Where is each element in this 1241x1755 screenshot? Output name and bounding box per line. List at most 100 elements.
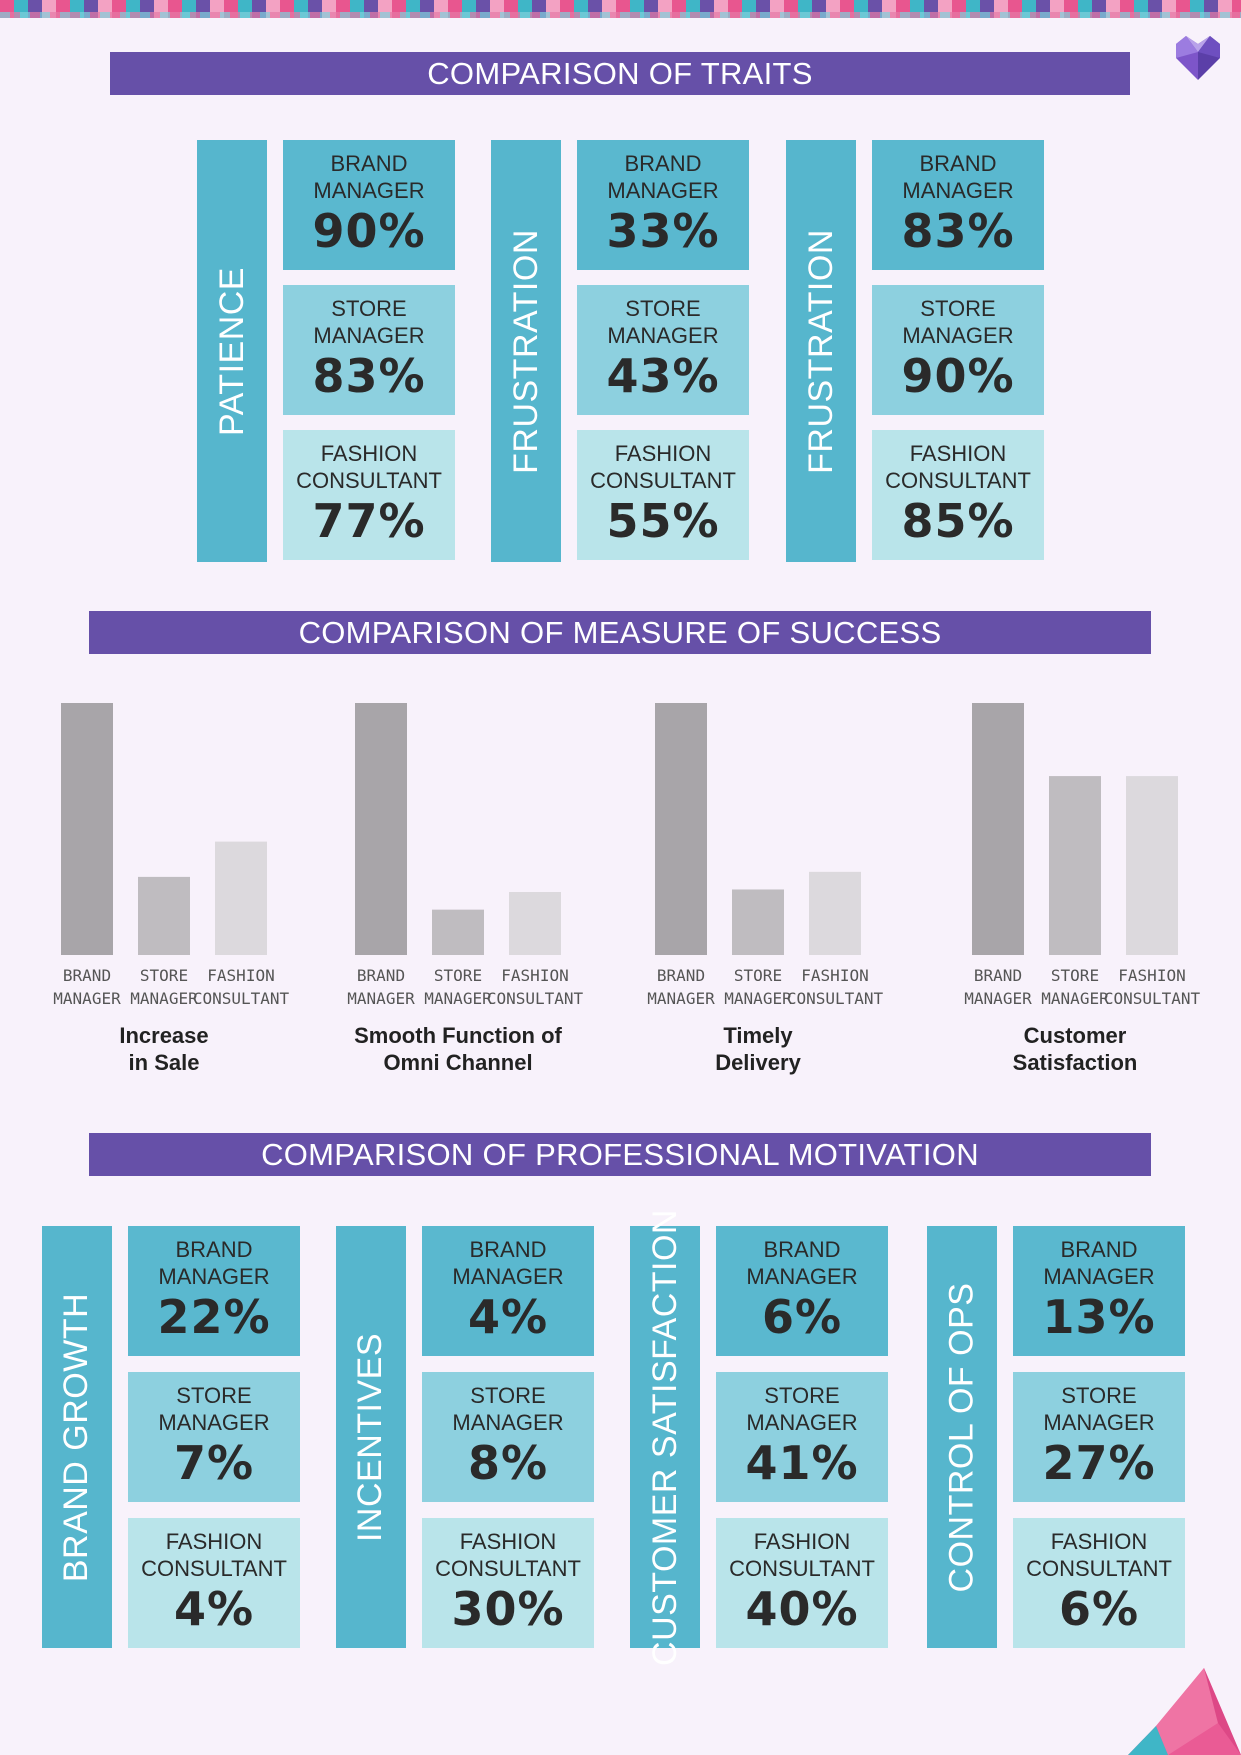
bar-category-label: STORE [1051, 966, 1099, 985]
bar [809, 871, 861, 955]
category-label: CONTROL OF OPS [942, 1282, 981, 1592]
bar [972, 703, 1024, 955]
bar-category-label: BRAND [657, 966, 705, 985]
role-label: BRAND MANAGER [902, 151, 1014, 203]
bar-category-label: CONSULTANT [193, 989, 290, 1008]
role-label: BRAND MANAGER [607, 151, 719, 203]
percentage-value: 13% [1042, 1290, 1156, 1344]
category-label: PATIENCE [212, 266, 251, 436]
value-card: STORE MANAGER 83% [283, 285, 455, 415]
bar-category-label: FASHION [207, 966, 274, 985]
bar [355, 703, 407, 955]
decorative-top-border [0, 0, 1241, 18]
percentage-value: 41% [745, 1436, 859, 1490]
category-label: BRAND GROWTH [57, 1292, 96, 1582]
role-label: FASHION CONSULTANT [435, 1529, 581, 1581]
role-label: STORE MANAGER [902, 296, 1014, 348]
success-title: COMPARISON OF MEASURE OF SUCCESS [89, 611, 1151, 654]
chart-group-title: in Sale [129, 1050, 200, 1075]
bar-category-label: MANAGER [647, 989, 715, 1008]
role-label: FASHION CONSULTANT [885, 441, 1031, 493]
bar-category-label: BRAND [357, 966, 405, 985]
bar [432, 909, 484, 955]
value-card: STORE MANAGER 7% [128, 1372, 300, 1502]
category-label-tile: INCENTIVES [336, 1226, 406, 1648]
value-card: BRAND MANAGER 4% [422, 1226, 594, 1356]
bar-category-label: MANAGER [130, 989, 198, 1008]
role-label: FASHION CONSULTANT [590, 441, 736, 493]
percentage-value: 90% [312, 204, 426, 258]
bar [732, 889, 784, 955]
bar [1126, 776, 1178, 955]
percentage-value: 30% [451, 1582, 565, 1636]
percentage-value: 4% [173, 1582, 255, 1636]
value-card: BRAND MANAGER 33% [577, 140, 749, 270]
bar-category-label: MANAGER [964, 989, 1032, 1008]
chart-group-title: Delivery [715, 1050, 801, 1075]
percentage-value: 83% [312, 349, 426, 403]
chart-group-title: Increase [119, 1023, 208, 1048]
category-label-tile: CUSTOMER SATISFACTION [630, 1209, 700, 1665]
role-label: BRAND MANAGER [158, 1237, 270, 1289]
value-card: STORE MANAGER 43% [577, 285, 749, 415]
percentage-value: 8% [467, 1436, 549, 1490]
bar-category-label: CONSULTANT [487, 989, 584, 1008]
bar [1049, 776, 1101, 955]
value-card: FASHION CONSULTANT 6% [1013, 1518, 1185, 1648]
percentage-value: 27% [1042, 1436, 1156, 1490]
trait-group: INCENTIVES BRAND MANAGER 4% STORE MANAGER 8%… [336, 1226, 594, 1648]
percentage-value: 6% [1058, 1582, 1140, 1636]
decorative-triangle-icon [1128, 1668, 1241, 1755]
category-label: FRUSTRATION [801, 228, 840, 474]
category-label-tile: BRAND GROWTH [42, 1226, 112, 1648]
success-bar-chart: BRAND MANAGER STORE MANAGER FASHION CONSULTAN… [53, 703, 1201, 1075]
chart-group-title: Omni Channel [383, 1050, 532, 1075]
bar-category-label: STORE [434, 966, 482, 985]
bar-category-label: BRAND [63, 966, 111, 985]
motivation-title: COMPARISON OF PROFESSIONAL MOTIVATION [89, 1133, 1151, 1176]
value-card: STORE MANAGER 8% [422, 1372, 594, 1502]
bar-category-label: FASHION [1118, 966, 1185, 985]
percentage-value: 90% [901, 349, 1015, 403]
chart-group-title: Customer [1024, 1023, 1127, 1048]
percentage-value: 43% [606, 349, 720, 403]
percentage-value: 33% [606, 204, 720, 258]
role-label: STORE MANAGER [746, 1383, 858, 1435]
value-card: BRAND MANAGER 83% [872, 140, 1044, 270]
traits-title: COMPARISON OF TRAITS [110, 52, 1130, 95]
category-label-tile: FRUSTRATION [491, 140, 561, 562]
bar-category-label: MANAGER [347, 989, 415, 1008]
role-label: BRAND MANAGER [313, 151, 425, 203]
role-label: STORE MANAGER [1043, 1383, 1155, 1435]
percentage-value: 83% [901, 204, 1015, 258]
bar-category-label: STORE [734, 966, 782, 985]
trait-group: PATIENCE BRAND MANAGER 90% STORE MANAGER 83%… [197, 140, 455, 562]
percentage-value: 55% [606, 494, 720, 548]
value-card: BRAND MANAGER 22% [128, 1226, 300, 1356]
role-label: STORE MANAGER [607, 296, 719, 348]
role-label: STORE MANAGER [452, 1383, 564, 1435]
value-card: FASHION CONSULTANT 77% [283, 430, 455, 560]
role-label: FASHION CONSULTANT [141, 1529, 287, 1581]
value-card: FASHION CONSULTANT 55% [577, 430, 749, 560]
bar-category-label: MANAGER [53, 989, 121, 1008]
percentage-value: 22% [157, 1290, 271, 1344]
value-card: FASHION CONSULTANT 85% [872, 430, 1044, 560]
percentage-value: 40% [745, 1582, 859, 1636]
role-label: STORE MANAGER [158, 1383, 270, 1435]
category-label: FRUSTRATION [506, 228, 545, 474]
bar [509, 892, 561, 955]
bar-category-label: MANAGER [1041, 989, 1109, 1008]
value-card: FASHION CONSULTANT 30% [422, 1518, 594, 1648]
trait-group: CUSTOMER SATISFACTION BRAND MANAGER 6% STOR… [630, 1209, 888, 1665]
role-label: FASHION CONSULTANT [296, 441, 442, 493]
value-card: STORE MANAGER 90% [872, 285, 1044, 415]
percentage-value: 7% [173, 1436, 255, 1490]
value-card: STORE MANAGER 27% [1013, 1372, 1185, 1502]
percentage-value: 85% [901, 494, 1015, 548]
category-label-tile: PATIENCE [197, 140, 267, 562]
trait-group: FRUSTRATION BRAND MANAGER 33% STORE MANAGER… [491, 140, 749, 562]
trait-group: FRUSTRATION BRAND MANAGER 83% STORE MANAGER… [786, 140, 1044, 562]
bar-category-label: CONSULTANT [787, 989, 884, 1008]
value-card: STORE MANAGER 41% [716, 1372, 888, 1502]
